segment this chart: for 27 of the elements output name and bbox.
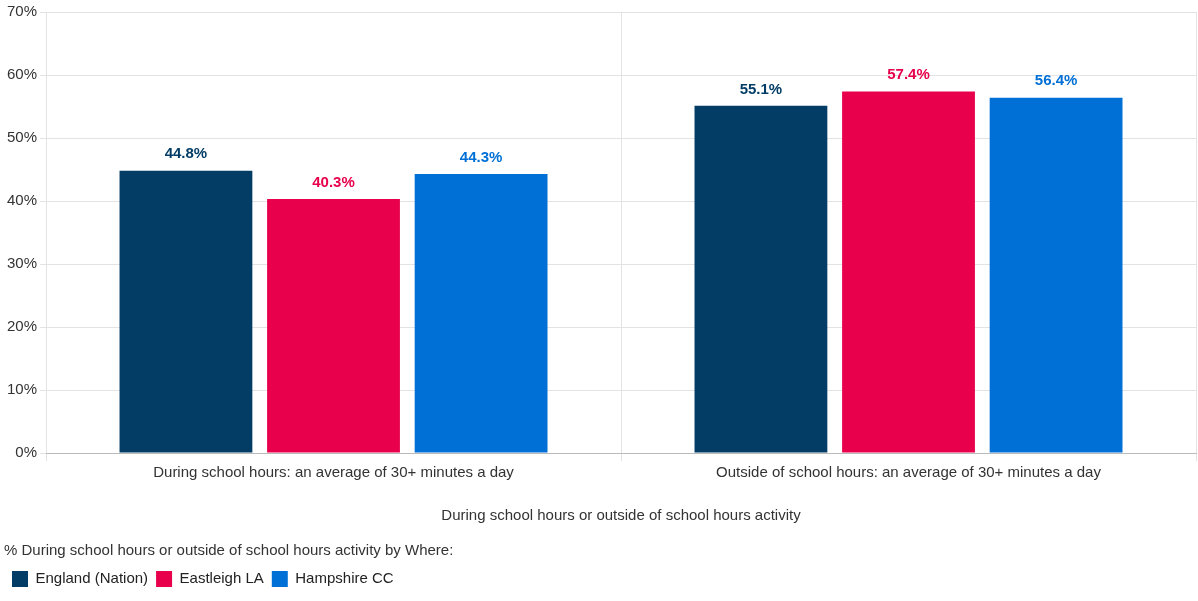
data-label: 56.4% [1034, 71, 1078, 89]
y-tick-label: 20% [6, 317, 38, 335]
bar [842, 91, 975, 453]
y-tick-label: 50% [6, 128, 38, 146]
bar [267, 199, 400, 453]
legend-title: % During school hours or outside of school hours activity by Where: [4, 540, 454, 558]
y-tick-label: 70% [6, 2, 38, 20]
bar [414, 173, 548, 453]
x-axis-title: During school hours or outside of school hours activity [441, 506, 802, 524]
y-tick-label: 30% [6, 254, 38, 272]
legend-label: Eastleigh LA [179, 569, 264, 587]
data-label: 40.3% [312, 172, 355, 190]
legend-label: England (Nation) [35, 569, 149, 587]
data-label: 44.3% [459, 147, 503, 165]
y-tick-label: 60% [6, 65, 38, 83]
bar [694, 105, 828, 453]
data-label: 55.1% [739, 79, 783, 97]
y-tick-label: 40% [6, 191, 38, 209]
data-label: 44.8% [164, 144, 208, 162]
bar [989, 97, 1123, 453]
legend-label: Hampshire CC [295, 569, 394, 587]
x-tick-label: Outside of school hours: an average of 30+ minutes a day [716, 463, 1102, 481]
x-tick-label: During school hours: an average of 30+ minutes a day [153, 463, 515, 481]
bar [119, 170, 253, 453]
y-tick-label: 0% [15, 443, 38, 461]
data-label: 57.4% [887, 65, 930, 83]
y-tick-label: 10% [6, 380, 38, 398]
